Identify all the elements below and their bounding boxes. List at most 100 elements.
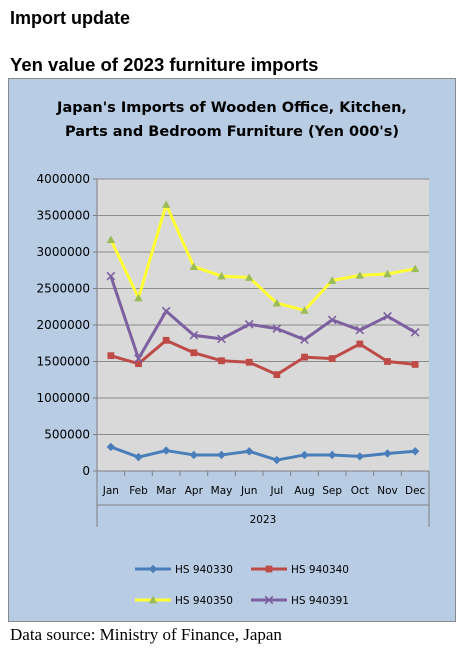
y-tick-label: 2500000 bbox=[37, 282, 90, 296]
data-point bbox=[300, 306, 309, 314]
data-point bbox=[356, 340, 364, 348]
legend-item: HS 940391 bbox=[251, 595, 349, 607]
data-point bbox=[245, 358, 253, 366]
x-tick-label: Nov bbox=[377, 485, 398, 497]
x-tick-label: Oct bbox=[351, 485, 369, 497]
data-point bbox=[355, 325, 365, 335]
x-tick-label: May bbox=[211, 485, 233, 497]
data-point bbox=[355, 271, 365, 279]
data-point-stroke bbox=[134, 354, 143, 363]
data-point bbox=[189, 262, 199, 270]
legend-item: HS 940330 bbox=[135, 564, 233, 576]
y-tick-label: 3000000 bbox=[37, 245, 90, 259]
series-hs-940350 bbox=[106, 200, 420, 314]
data-point bbox=[327, 315, 337, 325]
chart-svg: Japan's Imports of Wooden Office, Kitche… bbox=[37, 100, 430, 607]
data-point bbox=[244, 447, 254, 456]
data-point-stroke bbox=[327, 315, 337, 325]
data-point bbox=[272, 455, 282, 465]
data-point bbox=[135, 360, 142, 368]
data-point bbox=[106, 442, 116, 452]
x-tick-label: Dec bbox=[405, 485, 426, 497]
x-tick-label: Feb bbox=[129, 485, 148, 497]
y-tick-label: 500000 bbox=[44, 428, 90, 442]
data-point bbox=[328, 355, 336, 362]
data-point-stroke bbox=[161, 306, 171, 316]
data-point bbox=[162, 336, 170, 344]
data-point-stroke bbox=[106, 271, 116, 281]
data-point bbox=[301, 353, 308, 361]
series-line bbox=[109, 275, 416, 361]
data-point bbox=[190, 349, 198, 357]
data-point-stroke bbox=[272, 324, 282, 334]
data-point bbox=[410, 447, 420, 456]
chart-title-line-1: Japan's Imports of Wooden Office, Kitche… bbox=[56, 100, 407, 116]
series-line bbox=[110, 338, 416, 377]
data-point bbox=[217, 334, 226, 344]
data-point bbox=[383, 449, 392, 458]
legend-label: HS 940340 bbox=[291, 564, 349, 576]
data-point bbox=[161, 200, 171, 208]
data-point bbox=[244, 273, 254, 281]
x-axis-label: 2023 bbox=[250, 514, 277, 526]
data-point bbox=[264, 595, 274, 605]
y-tick-label: 2000000 bbox=[37, 318, 90, 332]
legend-label: HS 940391 bbox=[291, 595, 349, 607]
data-point bbox=[161, 306, 171, 316]
legend: HS 940330 HS 940340 HS 940350 HS 940391 bbox=[135, 564, 349, 607]
y-tick-label: 1500000 bbox=[37, 355, 90, 369]
data-point bbox=[327, 276, 337, 284]
data-point bbox=[272, 324, 282, 334]
legend-label: HS 940350 bbox=[175, 595, 233, 607]
data-point bbox=[244, 319, 254, 329]
data-point bbox=[410, 264, 420, 273]
data-point bbox=[106, 235, 116, 243]
y-tick-label: 4000000 bbox=[37, 172, 90, 186]
data-point bbox=[411, 361, 419, 368]
data-point bbox=[107, 352, 115, 360]
x-tick-label: Jun bbox=[240, 485, 257, 497]
data-point bbox=[300, 450, 309, 460]
data-point bbox=[134, 293, 143, 302]
page-heading: Import update bbox=[10, 8, 130, 28]
data-point-stroke bbox=[300, 335, 309, 344]
y-tick-label: 0 bbox=[82, 464, 90, 478]
data-point bbox=[383, 269, 392, 278]
data-point bbox=[106, 271, 116, 281]
series-line bbox=[109, 203, 416, 312]
x-tick-label: Jan bbox=[102, 485, 119, 497]
data-point-stroke bbox=[189, 330, 199, 340]
x-tick-label: Jul bbox=[269, 485, 283, 497]
series-hs-940391 bbox=[106, 271, 420, 363]
x-tick-label: Apr bbox=[185, 485, 204, 497]
data-point bbox=[300, 335, 309, 344]
axes: 0 500000 1000000 1500000 2000000 2500000 30000… bbox=[37, 172, 430, 527]
data-point-stroke bbox=[244, 319, 254, 329]
data-source-note: Data source: Ministry of Finance, Japan bbox=[10, 625, 282, 644]
legend-item: HS 940340 bbox=[251, 564, 349, 576]
chart-frame: Japan's Imports of Wooden Office, Kitche… bbox=[8, 78, 456, 622]
data-point bbox=[217, 450, 226, 460]
data-point bbox=[148, 595, 158, 604]
data-point-stroke bbox=[264, 595, 274, 605]
data-point bbox=[189, 450, 199, 460]
data-point bbox=[410, 327, 420, 337]
series-hs-940340 bbox=[107, 336, 419, 379]
data-point bbox=[218, 357, 225, 365]
series-line bbox=[110, 445, 416, 462]
page-subheading: Yen value of 2023 furniture imports bbox=[10, 54, 319, 75]
x-tick-label: Mar bbox=[156, 485, 176, 497]
y-tick-label: 3500000 bbox=[37, 209, 90, 223]
data-point bbox=[217, 271, 226, 280]
data-point bbox=[327, 450, 337, 460]
data-point-stroke bbox=[410, 327, 420, 337]
data-point bbox=[148, 564, 158, 574]
data-point bbox=[384, 358, 391, 365]
data-point-stroke bbox=[355, 325, 365, 335]
data-point bbox=[355, 452, 365, 461]
x-tick-label: Aug bbox=[294, 485, 315, 497]
data-point bbox=[272, 298, 282, 307]
series-layer bbox=[106, 200, 420, 465]
data-point bbox=[189, 330, 199, 340]
chart-title-line-2: Parts and Bedroom Furniture (Yen 000's) bbox=[65, 124, 399, 140]
